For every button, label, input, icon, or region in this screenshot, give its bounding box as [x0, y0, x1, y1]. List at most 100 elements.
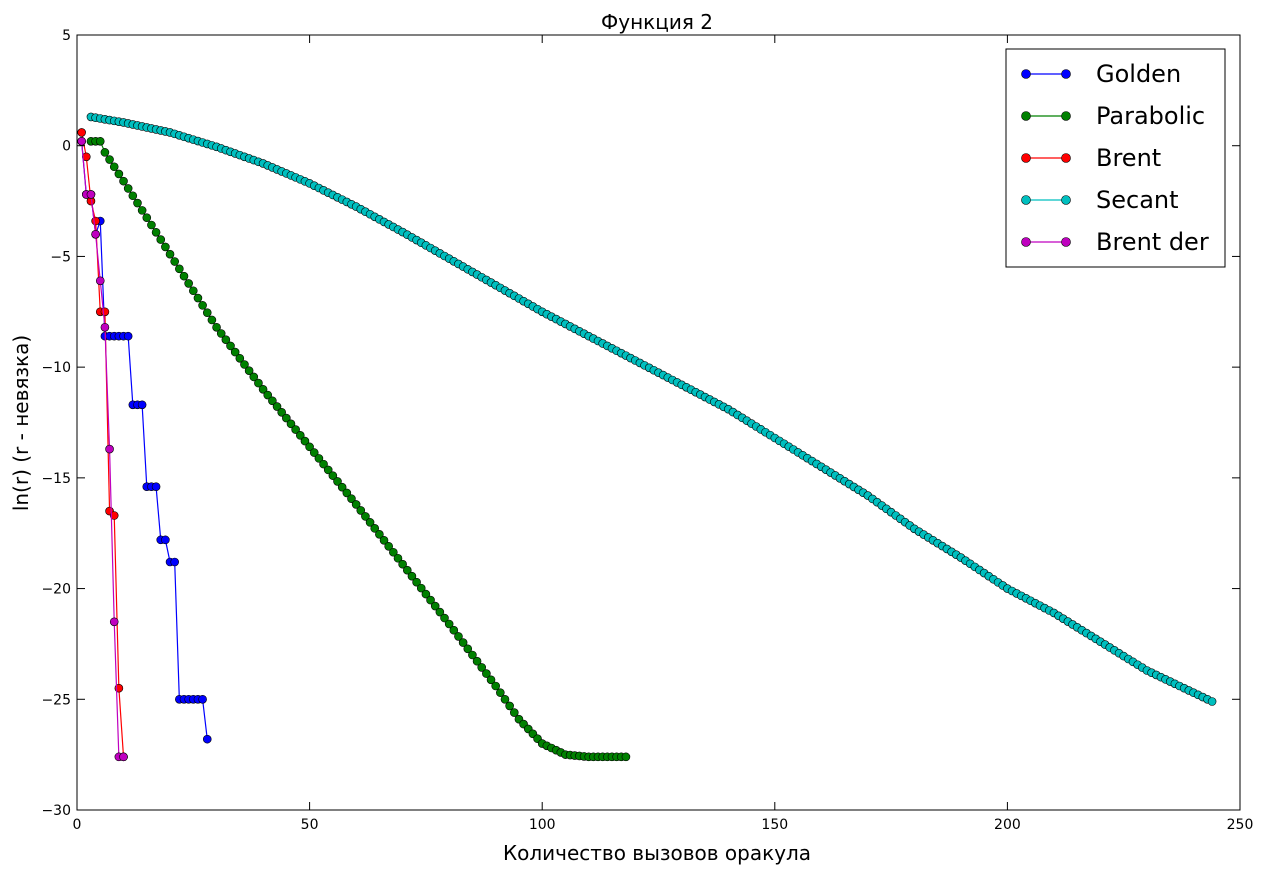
data-point: [277, 408, 286, 417]
data-point: [295, 431, 305, 440]
legend-marker: [1061, 111, 1071, 121]
y-axis-label: ln(r) (r - невязка): [9, 335, 33, 511]
data-point: [365, 518, 375, 527]
data-point: [202, 734, 212, 744]
data-point: [458, 638, 468, 647]
x-tick-label: 250: [1227, 817, 1254, 833]
data-point: [375, 530, 384, 539]
data-point: [500, 694, 510, 704]
data-point: [505, 701, 514, 711]
data-point: [165, 249, 175, 259]
legend-marker: [1061, 69, 1071, 79]
data-point: [1207, 697, 1217, 706]
data-point: [147, 220, 156, 230]
data-point: [286, 419, 296, 429]
data-point: [95, 136, 105, 146]
data-point: [109, 162, 119, 172]
data-point: [454, 632, 463, 641]
legend-marker: [1061, 237, 1071, 247]
data-point: [100, 322, 110, 332]
data-point: [109, 617, 119, 627]
x-axis-label: Количество вызовов оракула: [503, 841, 811, 865]
data-point: [91, 216, 100, 226]
legend-item-brent: Brent: [1021, 144, 1161, 172]
data-point: [179, 271, 189, 281]
data-point: [123, 184, 133, 193]
x-tick-label: 200: [994, 817, 1021, 833]
data-point: [151, 227, 161, 237]
data-point: [137, 206, 147, 215]
data-point: [133, 198, 142, 208]
data-point: [272, 402, 282, 411]
data-point: [109, 511, 119, 520]
y-tick-label: −30: [41, 803, 71, 819]
data-point: [151, 482, 161, 492]
data-point: [105, 155, 114, 164]
data-point: [621, 752, 631, 762]
data-point: [333, 477, 342, 486]
data-point: [477, 663, 487, 672]
legend-label: Brent: [1096, 144, 1161, 172]
data-point: [509, 708, 519, 717]
data-point: [189, 286, 198, 296]
data-point: [342, 488, 352, 498]
series-parabolic: [86, 136, 631, 762]
legend-marker: [1061, 153, 1071, 163]
data-point: [216, 329, 226, 338]
data-point: [356, 506, 366, 515]
data-point: [100, 307, 110, 317]
legend-label: Brent der: [1096, 228, 1209, 256]
data-point: [221, 335, 231, 344]
data-point: [361, 512, 370, 521]
ticks-layer: 0 50 100 150 200 250 −30 −25 −20 −15 −10 −5 0 5: [41, 28, 1253, 833]
legend-marker: [1021, 153, 1031, 163]
x-tick-label: 150: [761, 817, 788, 833]
legend-marker: [1021, 69, 1031, 79]
data-point: [379, 535, 389, 545]
y-tick-label: 0: [62, 139, 71, 155]
data-point: [491, 681, 500, 691]
series-secant: [86, 112, 1217, 706]
data-point: [198, 694, 207, 704]
y-tick-label: −15: [41, 471, 71, 487]
y-tick-label: −10: [41, 360, 71, 376]
series-layer: [77, 112, 1217, 762]
data-point: [268, 396, 277, 406]
data-point: [263, 390, 273, 400]
x-tick-label: 50: [301, 817, 319, 833]
data-point: [323, 465, 333, 475]
data-point: [435, 607, 445, 617]
data-point: [202, 308, 212, 317]
data-point: [305, 442, 314, 452]
legend-label: Secant: [1096, 186, 1179, 214]
data-point: [119, 176, 128, 186]
data-point: [421, 589, 431, 599]
data-point: [156, 235, 166, 244]
data-point: [212, 322, 221, 332]
legend-marker: [1021, 195, 1031, 205]
y-tick-label: −25: [41, 692, 71, 708]
data-point: [319, 459, 328, 469]
legend-marker: [1061, 195, 1071, 205]
series-brent: [77, 128, 128, 762]
data-point: [235, 353, 245, 363]
data-point: [384, 541, 393, 551]
data-point: [198, 301, 207, 310]
legend-item-brent-der: Brent der: [1021, 228, 1209, 256]
data-point: [314, 454, 324, 463]
data-point: [258, 384, 268, 394]
data-point: [309, 448, 319, 457]
data-point: [128, 191, 138, 201]
data-point: [430, 601, 440, 611]
legend-label: Parabolic: [1096, 102, 1205, 130]
data-point: [207, 315, 217, 325]
x-tick-label: 0: [73, 817, 82, 833]
legend: Golden Parabolic Brent Secant Brent der: [1005, 48, 1226, 268]
data-point: [77, 128, 86, 137]
data-point: [486, 675, 496, 685]
data-point: [282, 413, 291, 423]
data-point: [240, 360, 249, 369]
data-point: [105, 444, 114, 454]
series-brent-der: [77, 136, 128, 762]
legend-item-golden: Golden: [1021, 60, 1181, 88]
